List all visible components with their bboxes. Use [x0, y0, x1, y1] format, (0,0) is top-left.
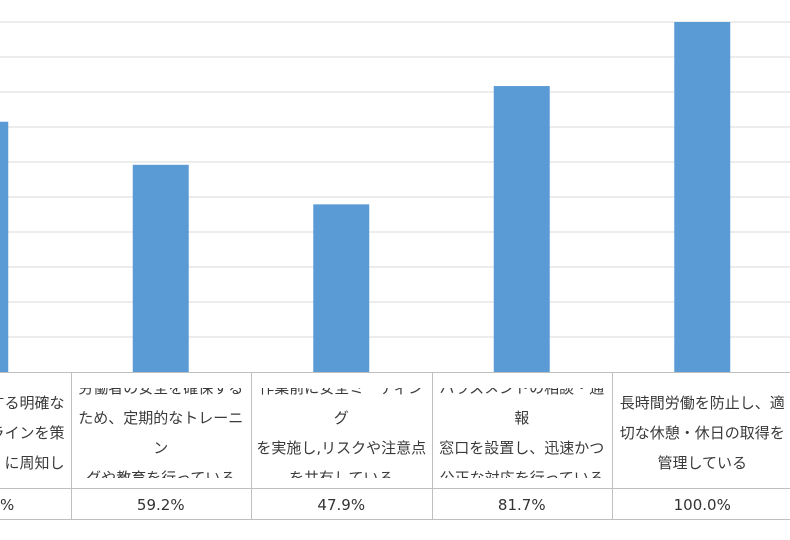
- category-label-line: 窓口を設置し、迅速かつ: [439, 439, 605, 457]
- bar: [674, 22, 731, 372]
- value-label: 47.9%: [317, 496, 366, 514]
- category-label-line: 公正な対応を行っている: [439, 469, 604, 478]
- category-label: 作業前に安全ミーティングを実施し,リスクや注意点を共有している: [251, 388, 432, 478]
- value-label: 81.7%: [497, 496, 546, 514]
- category-label-line: 作業前に安全ミーティング: [259, 388, 424, 427]
- category-label-line: 長時間労働を防止し、適: [619, 394, 785, 412]
- category-label: する明確なラインを策に周知し: [0, 388, 71, 478]
- value-label: 100.0%: [673, 496, 731, 514]
- bar: [493, 86, 550, 373]
- category-label-line: グや教育を行っている: [86, 469, 236, 478]
- category-label-line: 切な休憩・休日の取得を: [619, 424, 785, 442]
- category-label: 長時間労働を防止し、適 切な休憩・休日の取得を 管理している: [612, 388, 790, 478]
- category-label-line: ハラスメントの相談・通報: [439, 388, 605, 427]
- value-label: 59.2%: [136, 496, 185, 514]
- category-label: ハラスメントの相談・通報窓口を設置し、迅速かつ公正な対応を行っている: [432, 388, 613, 478]
- bar: [313, 204, 370, 372]
- category-label-line: を実施し,リスクや注意点: [256, 439, 427, 457]
- category-label-line: 労働者の安全を確保する: [78, 388, 244, 397]
- category-label-line: を共有している: [288, 469, 394, 478]
- value-label: %: [0, 496, 15, 514]
- bar: [0, 121, 9, 372]
- category-label: 労働者の安全を確保するため、定期的なトレーニングや教育を行っている: [71, 388, 252, 478]
- category-label-line: 管理している: [657, 454, 748, 472]
- category-label-line: ラインを策: [0, 424, 65, 442]
- category-label-line: に周知し: [4, 454, 65, 472]
- bar: [132, 164, 189, 372]
- category-label-line: ため、定期的なトレーニン: [78, 409, 244, 457]
- category-label-line: する明確な: [0, 394, 65, 412]
